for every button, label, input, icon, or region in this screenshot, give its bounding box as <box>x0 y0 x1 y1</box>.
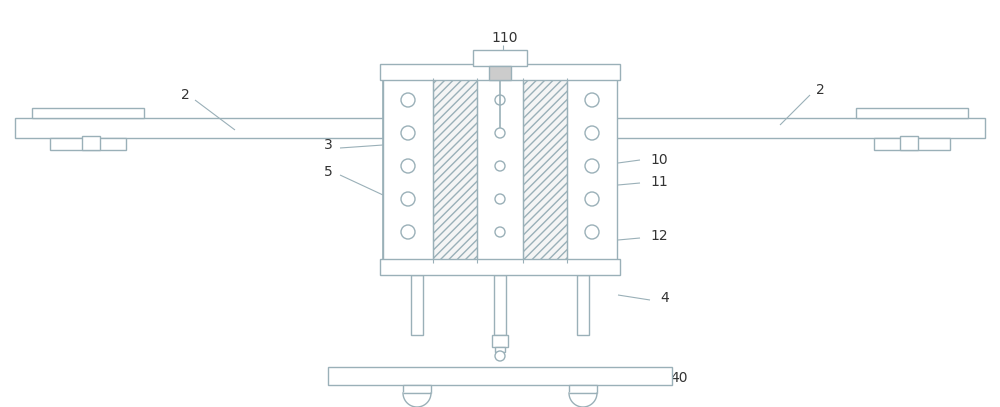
Text: 5: 5 <box>324 165 332 179</box>
Circle shape <box>401 192 415 206</box>
Bar <box>328 367 672 385</box>
Polygon shape <box>569 393 597 407</box>
Bar <box>82 136 100 150</box>
Bar <box>15 118 985 138</box>
Bar <box>473 50 527 66</box>
Circle shape <box>401 93 415 107</box>
Bar <box>403 385 431 393</box>
Bar <box>900 136 918 150</box>
Circle shape <box>585 159 599 173</box>
Text: 10: 10 <box>650 153 668 167</box>
Polygon shape <box>403 393 431 407</box>
Text: 2: 2 <box>816 83 824 97</box>
Bar <box>492 335 508 347</box>
Circle shape <box>585 225 599 239</box>
Text: 110: 110 <box>492 31 518 45</box>
Bar <box>495 347 505 352</box>
Circle shape <box>495 161 505 171</box>
Circle shape <box>495 194 505 204</box>
Circle shape <box>495 128 505 138</box>
Circle shape <box>585 192 599 206</box>
Circle shape <box>401 225 415 239</box>
Bar <box>411 275 423 335</box>
Bar <box>874 138 950 150</box>
Circle shape <box>495 351 505 361</box>
Circle shape <box>495 227 505 237</box>
Text: 3: 3 <box>324 138 332 152</box>
Text: 12: 12 <box>650 229 668 243</box>
Bar <box>50 138 126 150</box>
Bar <box>489 66 511 80</box>
Bar <box>856 108 968 118</box>
Bar <box>380 259 620 275</box>
Bar <box>577 275 589 335</box>
Text: 11: 11 <box>650 175 668 189</box>
Bar <box>383 78 433 263</box>
Bar <box>494 275 506 335</box>
Bar <box>477 78 523 263</box>
Text: 2: 2 <box>181 88 189 102</box>
Bar <box>567 78 617 263</box>
Circle shape <box>585 93 599 107</box>
Text: 4: 4 <box>660 291 669 305</box>
Circle shape <box>585 126 599 140</box>
Bar <box>383 78 617 263</box>
Text: 40: 40 <box>670 371 688 385</box>
Bar <box>380 64 620 80</box>
Circle shape <box>401 126 415 140</box>
Bar <box>32 108 144 118</box>
Circle shape <box>401 159 415 173</box>
Bar <box>569 385 597 393</box>
Circle shape <box>495 95 505 105</box>
